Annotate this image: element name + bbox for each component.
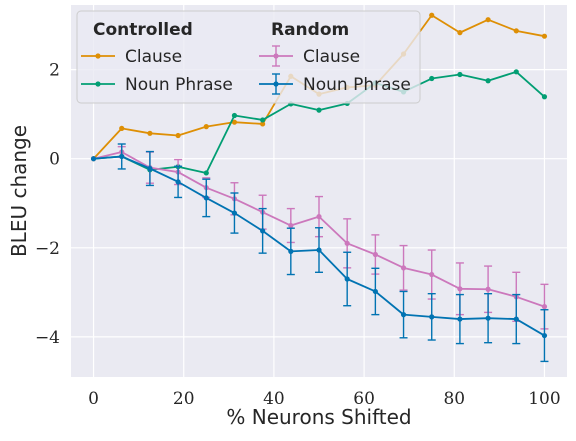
point-random-noun-phrase-7 (288, 248, 294, 254)
point-random-noun-phrase-10 (372, 288, 378, 295)
point-controlled-clause-5 (231, 119, 238, 125)
legend-entry-controlled-clause: Clause (81, 47, 182, 67)
point-random-noun-phrase-4 (203, 195, 209, 201)
point-controlled-noun-phrase-12 (429, 75, 435, 82)
x-tick-label-40: 40 (263, 389, 285, 409)
legend: Controlled Random Clause Noun Phrase Cla… (76, 10, 421, 104)
legend-marker-random-noun-phrase (273, 81, 279, 87)
legend-label-controlled-clause: Clause (125, 47, 182, 67)
legend-title-controlled: Controlled (93, 20, 193, 40)
legend-entry-random-noun-phrase: Noun Phrase (259, 73, 411, 95)
y-tick-label--4: −4 (35, 328, 60, 348)
x-tick-label-20: 20 (173, 389, 195, 409)
point-random-clause-7 (288, 222, 294, 229)
legend-marker-controlled-noun-phrase (95, 81, 101, 87)
point-random-noun-phrase-14 (485, 315, 491, 321)
point-random-clause-16 (541, 304, 548, 310)
y-tick-label-2: 2 (49, 61, 60, 81)
point-random-clause-10 (372, 251, 378, 258)
point-controlled-clause-15 (513, 28, 519, 34)
legend-marker-controlled-clause (95, 53, 101, 59)
x-tick-label-60: 60 (353, 389, 375, 409)
point-controlled-noun-phrase-15 (513, 69, 519, 75)
y-tick-label--2: −2 (35, 239, 60, 259)
x-tick-label-80: 80 (443, 389, 465, 409)
point-random-noun-phrase-9 (344, 276, 350, 282)
legend-entry-random-clause: Clause (259, 45, 360, 67)
point-random-clause-8 (316, 214, 322, 220)
point-random-clause-12 (429, 271, 435, 278)
tick-labels: 0 20 40 60 80 100 −4 −2 0 2 (35, 61, 561, 409)
point-controlled-noun-phrase-14 (485, 78, 491, 84)
point-random-clause-11 (400, 265, 407, 271)
legend-box (76, 10, 421, 104)
point-controlled-clause-1 (119, 125, 125, 132)
point-controlled-clause-3 (175, 132, 181, 139)
point-controlled-noun-phrase-4 (203, 170, 209, 176)
point-random-noun-phrase-5 (231, 210, 238, 216)
point-random-noun-phrase-1 (119, 153, 125, 160)
point-random-noun-phrase-11 (400, 312, 407, 318)
legend-label-random-clause: Clause (303, 47, 360, 67)
point-controlled-clause-12 (429, 12, 435, 18)
point-random-noun-phrase-2 (147, 165, 153, 172)
point-controlled-clause-14 (485, 17, 491, 23)
point-random-noun-phrase-6 (260, 228, 266, 234)
point-random-clause-14 (485, 286, 491, 292)
legend-entry-controlled-noun-phrase: Noun Phrase (81, 75, 233, 95)
x-tick-label-100: 100 (528, 389, 560, 409)
point-controlled-noun-phrase-8 (316, 107, 322, 113)
point-random-noun-phrase-8 (316, 247, 322, 253)
point-controlled-clause-13 (457, 30, 463, 36)
point-controlled-noun-phrase-5 (231, 112, 238, 119)
point-random-clause-13 (457, 286, 463, 292)
legend-title-random: Random (271, 20, 349, 40)
point-controlled-clause-6 (260, 121, 266, 127)
series-random-noun-phrase (90, 143, 549, 363)
point-random-noun-phrase-15 (513, 316, 519, 322)
legend-label-random-noun-phrase: Noun Phrase (303, 75, 411, 95)
x-axis-label: % Neurons Shifted (226, 405, 411, 429)
legend-label-controlled-noun-phrase: Noun Phrase (125, 75, 233, 95)
point-controlled-noun-phrase-6 (260, 117, 266, 123)
point-controlled-clause-2 (147, 130, 153, 136)
point-random-noun-phrase-13 (457, 316, 463, 322)
y-axis-label: BLEU change (7, 125, 31, 257)
point-random-noun-phrase-3 (175, 179, 181, 185)
x-tick-label-0: 0 (88, 389, 99, 409)
point-random-clause-9 (344, 240, 350, 246)
point-random-noun-phrase-12 (429, 314, 435, 320)
point-controlled-noun-phrase-16 (541, 94, 548, 100)
point-controlled-noun-phrase-13 (457, 71, 463, 78)
y-tick-label-0: 0 (49, 150, 60, 170)
legend-marker-random-clause (273, 53, 279, 59)
point-random-noun-phrase-16 (541, 332, 548, 339)
point-controlled-clause-4 (203, 124, 209, 130)
point-controlled-clause-16 (541, 33, 548, 39)
point-random-noun-phrase-0 (90, 156, 97, 162)
